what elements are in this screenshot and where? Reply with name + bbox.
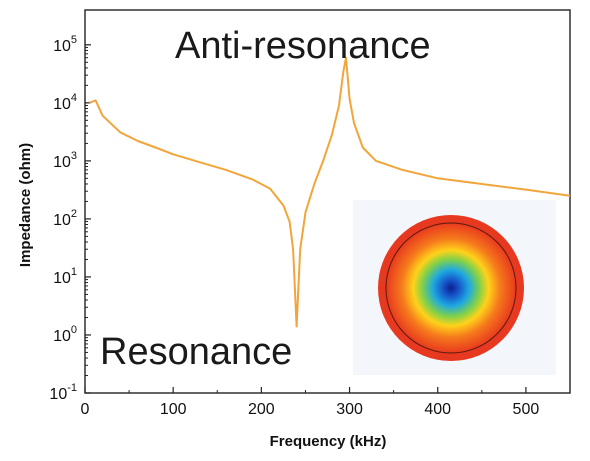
x-tick-label: 100 [160,401,187,418]
y-tick-label: 103 [53,150,77,171]
x-tick-label: 300 [336,401,363,418]
y-axis-title: Impedance (ohm) [17,143,34,267]
x-axis-ticks: 0 100 200 300 400 500 [81,387,540,418]
y-tick-label: 101 [53,266,77,287]
inset-disc-image [353,200,556,375]
y-tick-label: 100 [53,324,77,345]
y-tick-label: 102 [53,208,77,229]
impedance-series-line [89,56,571,328]
annotation-resonance: Resonance [100,331,292,373]
annotation-anti-resonance: Anti-resonance [175,25,431,67]
y-tick-label: 104 [53,92,77,113]
y-tick-label: 105 [53,34,77,55]
x-tick-label: 200 [248,401,275,418]
y-axis-ticks: 10-1 100 101 102 103 104 105 [49,34,91,403]
y-tick-label: 10-1 [49,382,77,403]
x-tick-label: 0 [81,401,90,418]
x-tick-label: 400 [424,401,451,418]
x-tick-label: 500 [513,401,540,418]
x-axis-title: Frequency (kHz) [270,433,387,450]
